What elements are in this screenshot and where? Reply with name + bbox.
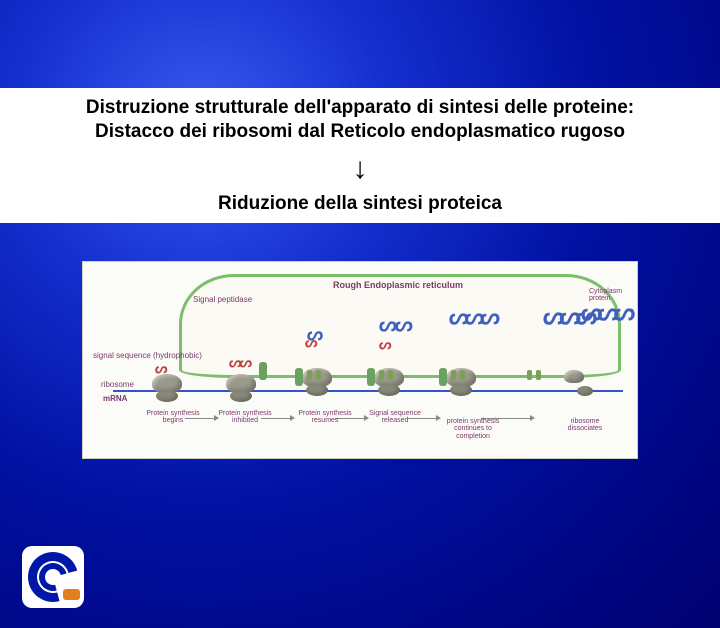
peptide-icon: ᔕ (379, 336, 389, 353)
peptide-icon: ᔕ (305, 334, 315, 351)
ribosome-label: ribosome (101, 380, 134, 389)
heading-line-2: Distacco dei ribosomi dal Reticolo endop… (4, 120, 716, 144)
peptidase-label: Signal peptidase (193, 296, 252, 304)
er-title-label: Rough Endoplasmic reticulum (333, 280, 463, 290)
signal-sequence-label: signal sequence (hydrophobic) (93, 352, 202, 361)
stage-label: Protein synthesis inhibited (215, 410, 275, 425)
ribosome-icon (577, 384, 595, 396)
srp-icon (259, 362, 267, 380)
peptide-icon: ᔕᔕᔕ (449, 304, 496, 330)
stage-label: ribosome dissociates (555, 418, 615, 433)
peptide-icon: ᔕᔕ (379, 312, 411, 337)
stage-label: Protein synthesis begins (143, 410, 203, 425)
stage-label: Protein synthesis resumes (295, 410, 355, 425)
er-diagram: Rough Endoplasmic reticulum Cytoplasm pr… (82, 261, 638, 459)
srp-icon (439, 368, 447, 386)
subheading: Riduzione della sintesi proteica (0, 189, 720, 223)
peptide-icon: ᔕ (155, 360, 165, 377)
heading-block: Distruzione strutturale dell'apparato di… (0, 88, 720, 150)
mrna-label: mRNA (103, 394, 127, 403)
stage-label: protein synthesis continues to completio… (443, 418, 503, 441)
peptide-icon: ᔕᔕᔕ (581, 298, 630, 327)
stage-label: Signal sequence released (365, 410, 425, 425)
mrna-line (113, 390, 623, 392)
translocon-icon (379, 370, 393, 380)
translocon-icon (307, 370, 321, 380)
srp-icon (295, 368, 303, 386)
ribosome-icon (225, 374, 257, 402)
ribosome-icon (151, 374, 183, 402)
down-arrow: ↓ (0, 150, 720, 189)
srp-icon (367, 368, 375, 386)
cnr-logo (22, 546, 84, 608)
translocon-icon (451, 370, 465, 380)
heading-line-1: Distruzione strutturale dell'apparato di… (4, 96, 716, 120)
peptide-icon: ᔕᔕ (229, 354, 250, 371)
translocon-icon (527, 370, 541, 380)
